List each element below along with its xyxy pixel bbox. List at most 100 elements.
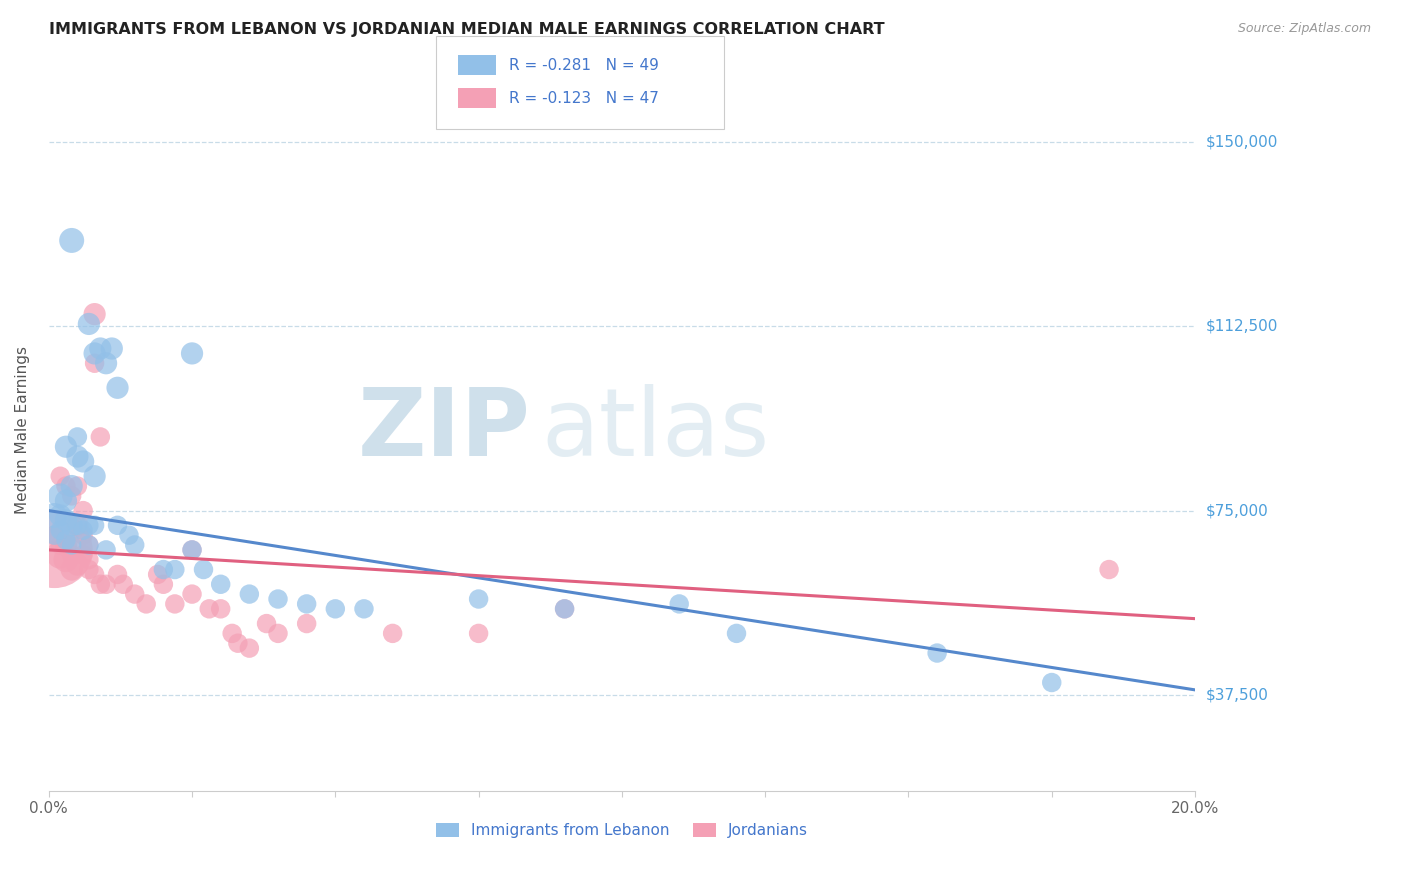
Point <box>72 548 94 562</box>
Point <box>83 469 105 483</box>
Point <box>927 646 949 660</box>
Point <box>467 592 489 607</box>
Point <box>49 538 72 552</box>
Point <box>94 542 117 557</box>
Point <box>256 616 278 631</box>
Point <box>60 489 83 503</box>
Point <box>381 626 404 640</box>
Point <box>60 518 83 533</box>
Point <box>49 548 72 562</box>
Point <box>124 538 146 552</box>
Point <box>72 454 94 468</box>
Point <box>295 597 318 611</box>
Point <box>221 626 243 640</box>
Point <box>77 518 100 533</box>
Point <box>77 552 100 566</box>
Point <box>55 479 77 493</box>
Point <box>66 479 89 493</box>
Point <box>89 430 111 444</box>
Point <box>467 626 489 640</box>
Point <box>83 307 105 321</box>
Point <box>83 518 105 533</box>
Point <box>77 538 100 552</box>
Point <box>55 493 77 508</box>
Point <box>55 513 77 527</box>
Point <box>66 518 89 533</box>
Point <box>66 450 89 464</box>
Point <box>181 587 204 601</box>
Point <box>55 440 77 454</box>
Point <box>72 503 94 517</box>
Point <box>94 577 117 591</box>
Point <box>77 317 100 331</box>
Point <box>83 567 105 582</box>
Point <box>226 636 249 650</box>
Point <box>55 538 77 552</box>
Point <box>209 577 232 591</box>
Point <box>209 602 232 616</box>
Y-axis label: Median Male Earnings: Median Male Earnings <box>15 345 30 514</box>
Point <box>66 430 89 444</box>
Point <box>668 597 690 611</box>
Point <box>118 528 141 542</box>
Point <box>77 538 100 552</box>
Point <box>238 641 260 656</box>
Point <box>66 558 89 572</box>
Point <box>83 356 105 370</box>
Text: Source: ZipAtlas.com: Source: ZipAtlas.com <box>1237 22 1371 36</box>
Point <box>181 542 204 557</box>
Point <box>725 626 748 640</box>
Point <box>49 523 72 537</box>
Point <box>554 602 576 616</box>
Point <box>146 567 169 582</box>
Point <box>107 518 129 533</box>
Point <box>72 528 94 542</box>
Text: $150,000: $150,000 <box>1206 135 1278 150</box>
Point <box>101 342 124 356</box>
Point <box>60 562 83 576</box>
Point <box>107 567 129 582</box>
Point <box>60 479 83 493</box>
Point <box>72 523 94 537</box>
Point <box>89 577 111 591</box>
Text: R = -0.281   N = 49: R = -0.281 N = 49 <box>509 58 659 72</box>
Point <box>49 469 72 483</box>
Point <box>152 562 174 576</box>
Point <box>83 346 105 360</box>
Point <box>112 577 135 591</box>
Point <box>94 356 117 370</box>
Text: $112,500: $112,500 <box>1206 319 1278 334</box>
Text: ZIP: ZIP <box>357 384 530 475</box>
Point <box>238 587 260 601</box>
Point <box>55 533 77 547</box>
Point <box>181 542 204 557</box>
Point <box>60 548 83 562</box>
Text: atlas: atlas <box>541 384 770 475</box>
Point <box>1098 562 1121 576</box>
Point <box>124 587 146 601</box>
Point <box>55 552 77 566</box>
Point <box>554 602 576 616</box>
Point <box>60 234 83 248</box>
Point <box>353 602 375 616</box>
Point <box>44 528 66 542</box>
Point <box>66 518 89 533</box>
Point <box>49 508 72 523</box>
Point <box>107 381 129 395</box>
Point <box>152 577 174 591</box>
Point <box>60 538 83 552</box>
Point <box>193 562 215 576</box>
Point <box>181 346 204 360</box>
Point <box>1040 675 1063 690</box>
Point <box>49 489 72 503</box>
Point <box>163 597 186 611</box>
Point <box>44 528 66 542</box>
Text: $75,000: $75,000 <box>1206 503 1268 518</box>
Point <box>89 342 111 356</box>
Point <box>163 562 186 576</box>
Point <box>295 616 318 631</box>
Text: $37,500: $37,500 <box>1206 688 1270 702</box>
Point <box>77 562 100 576</box>
Point <box>323 602 346 616</box>
Point <box>198 602 221 616</box>
